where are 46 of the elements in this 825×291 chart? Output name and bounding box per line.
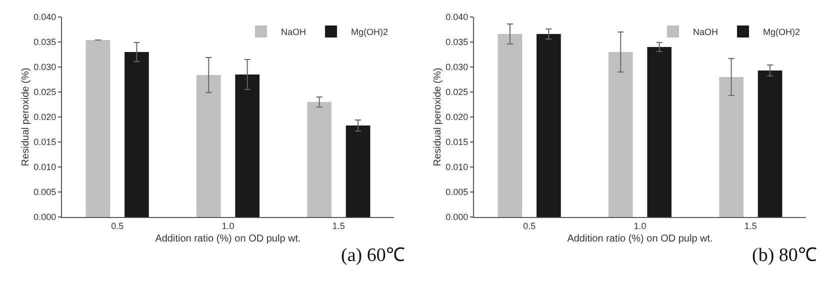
bar (758, 70, 782, 217)
bar (498, 34, 522, 217)
x-tick-label: 0.5 (523, 220, 536, 231)
bar (235, 74, 260, 217)
bar (307, 102, 332, 217)
y-tick-label: 0.005 (34, 187, 56, 198)
bar (647, 47, 672, 217)
y-tick-label: 0.000 (34, 212, 56, 222)
y-tick-label: 0.030 (34, 62, 56, 72)
bar (124, 52, 149, 217)
y-tick-label: 0.025 (446, 87, 468, 98)
y-tick-label: 0.040 (34, 12, 56, 22)
x-tick-label: 0.5 (111, 220, 124, 231)
y-tick-label: 0.030 (446, 62, 468, 72)
y-tick-label: 0.035 (34, 37, 56, 48)
x-tick-label: 1.0 (222, 220, 234, 231)
y-tick-label: 0.020 (34, 112, 56, 122)
bar (86, 40, 110, 217)
y-tick-label: 0.010 (34, 162, 56, 172)
x-axis-title: Addition ratio (%) on OD pulp wt. (155, 233, 301, 244)
bar (608, 52, 633, 217)
x-axis-title: Addition ratio (%) on OD pulp wt. (567, 233, 713, 244)
x-tick-label: 1.0 (634, 220, 646, 231)
legend-label: NaOH (693, 27, 718, 38)
bar (196, 75, 221, 217)
y-tick-label: 0.010 (446, 162, 468, 172)
y-tick-label: 0.000 (446, 212, 468, 222)
y-tick-label: 0.015 (34, 137, 56, 148)
text: (a) 60℃ (341, 245, 405, 266)
bar (536, 34, 561, 217)
y-axis-title: Residual peroxide (%) (20, 68, 32, 166)
bar (346, 126, 370, 217)
y-tick-label: 0.035 (446, 37, 468, 48)
x-tick-label: 1.5 (744, 220, 757, 231)
text: (b) 80℃ (752, 245, 817, 266)
legend-label: Mg(OH)2 (763, 27, 800, 38)
legend-label: NaOH (281, 27, 306, 38)
bar (719, 77, 744, 217)
legend-label: Mg(OH)2 (351, 27, 388, 38)
y-tick-label: 0.025 (34, 87, 56, 98)
y-tick-label: 0.020 (446, 112, 468, 122)
y-tick-label: 0.040 (446, 12, 468, 22)
y-tick-label: 0.005 (446, 187, 468, 198)
x-tick-label: 1.5 (332, 220, 345, 231)
y-axis-title: Residual peroxide (%) (432, 68, 444, 166)
y-tick-label: 0.015 (446, 137, 468, 148)
